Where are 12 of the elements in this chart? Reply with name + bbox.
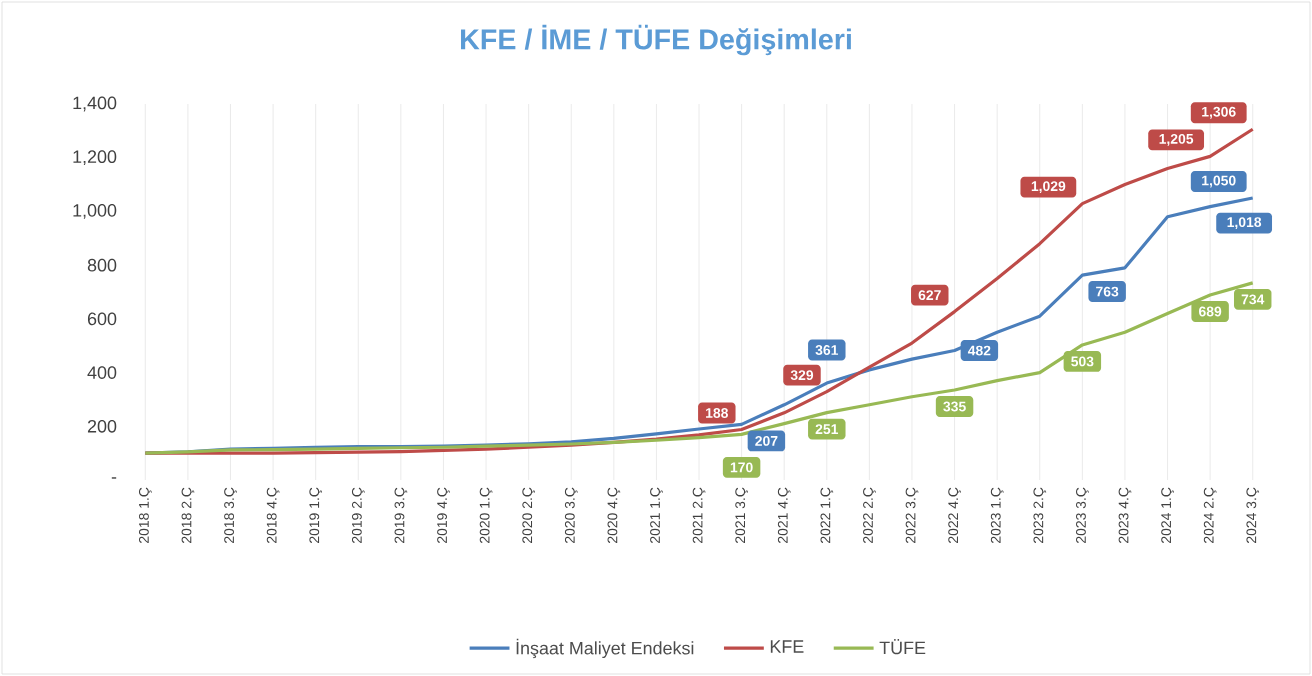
y-tick-label: - <box>111 477 117 479</box>
legend-label: İnşaat Maliyet Endeksi <box>516 638 694 659</box>
y-tick-label: 600 <box>87 312 117 326</box>
y-tick-label: 1,200 <box>73 150 117 166</box>
y-tick-label: 400 <box>87 366 117 379</box>
chart-title: KFE / İME / TÜFE Değişimleri <box>461 24 851 56</box>
y-tick-label: 800 <box>87 258 117 272</box>
y-tick-label: 1,000 <box>73 204 117 219</box>
legend-label: KFE <box>770 640 804 653</box>
legend-label: TÜFE <box>879 639 926 655</box>
y-tick-label: 1,400 <box>73 96 117 112</box>
y-tick-label: 200 <box>87 419 117 433</box>
